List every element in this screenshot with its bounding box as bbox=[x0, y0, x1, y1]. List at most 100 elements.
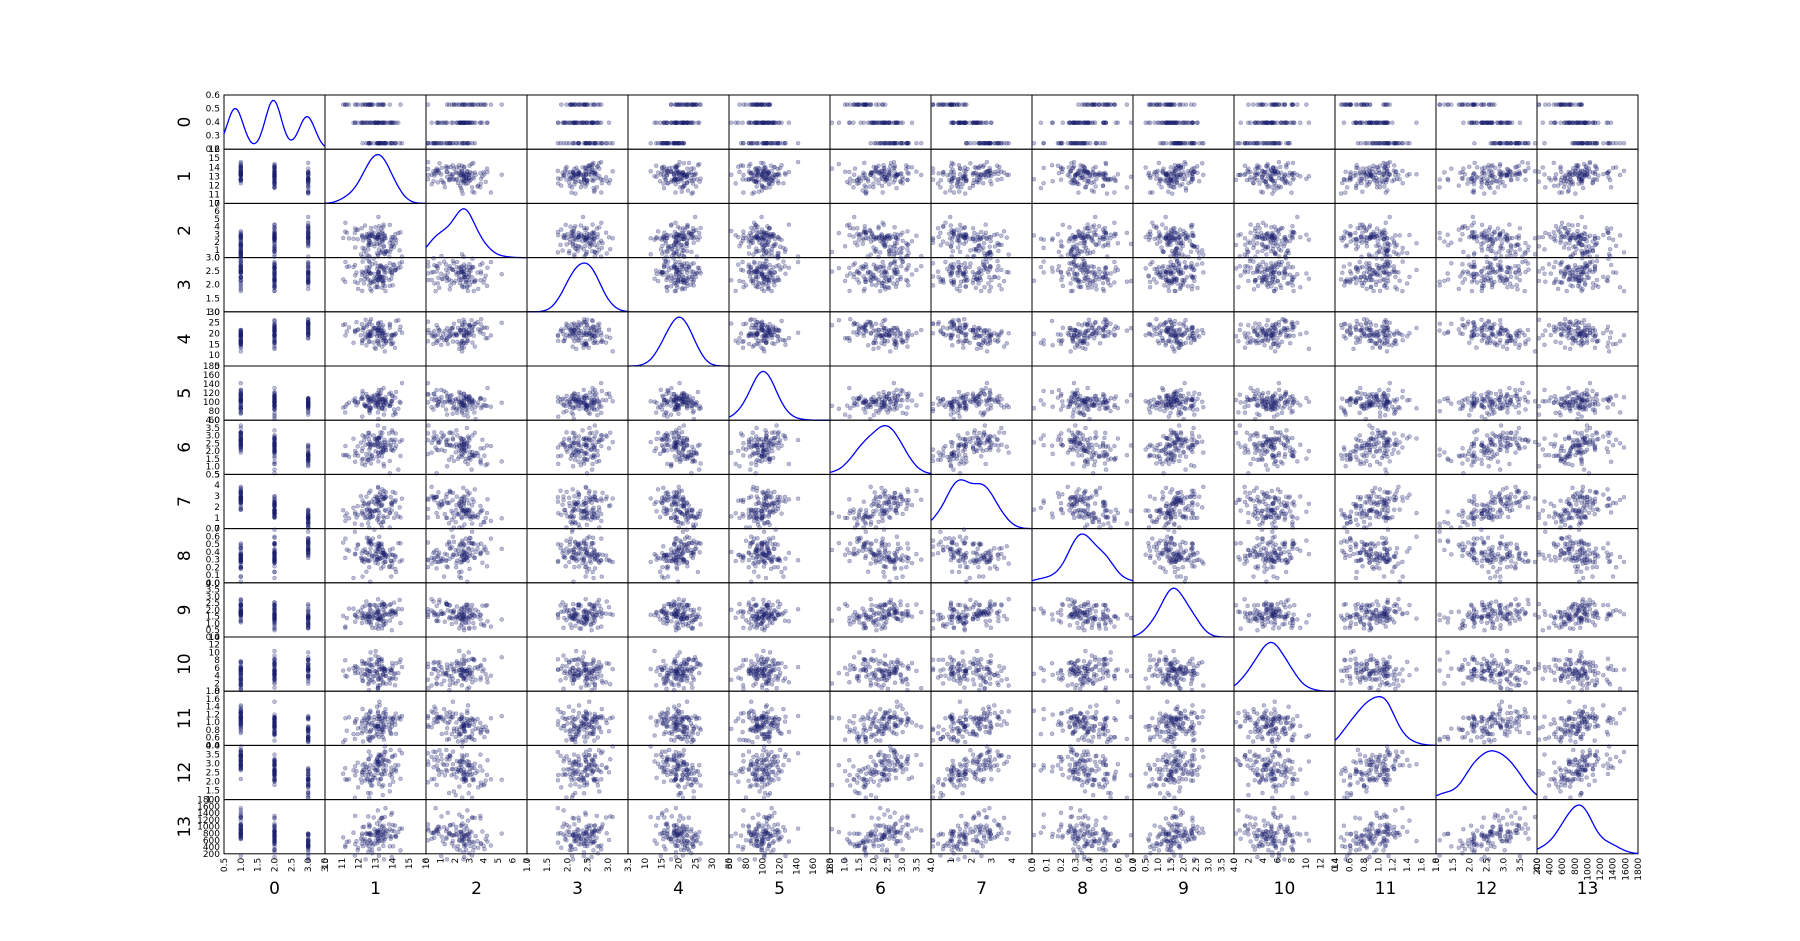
data-point bbox=[1537, 170, 1541, 174]
data-point bbox=[767, 238, 771, 242]
data-point bbox=[861, 242, 865, 246]
data-point bbox=[556, 141, 560, 145]
data-point bbox=[605, 141, 609, 145]
data-point bbox=[1276, 244, 1280, 248]
data-point bbox=[437, 171, 441, 175]
data-point bbox=[1189, 224, 1193, 228]
data-point bbox=[937, 103, 941, 107]
data-point bbox=[1472, 253, 1476, 257]
data-point bbox=[887, 237, 891, 241]
data-point bbox=[976, 141, 980, 145]
data-point bbox=[862, 121, 866, 125]
data-point bbox=[1560, 234, 1564, 238]
data-point bbox=[489, 103, 493, 107]
data-point bbox=[1261, 243, 1265, 247]
data-point bbox=[1480, 185, 1484, 189]
data-point bbox=[1583, 249, 1587, 253]
data-point bbox=[1480, 246, 1484, 250]
data-point bbox=[938, 185, 942, 189]
data-point bbox=[1061, 223, 1065, 227]
data-point bbox=[306, 265, 310, 269]
cell-frame-2-6 bbox=[830, 203, 931, 257]
data-point bbox=[370, 262, 374, 266]
data-point bbox=[1388, 160, 1392, 164]
data-point bbox=[962, 103, 966, 107]
data-point bbox=[1349, 172, 1353, 176]
data-point bbox=[1164, 173, 1168, 177]
data-point bbox=[943, 191, 947, 195]
data-point bbox=[556, 250, 560, 254]
data-point bbox=[239, 289, 243, 293]
data-point bbox=[1506, 121, 1510, 125]
data-point bbox=[1500, 241, 1504, 245]
data-point bbox=[1593, 170, 1597, 174]
data-point bbox=[1201, 253, 1205, 257]
data-point bbox=[447, 178, 451, 182]
data-point bbox=[306, 161, 310, 165]
data-point bbox=[1442, 103, 1446, 107]
data-point bbox=[343, 103, 347, 107]
data-point bbox=[767, 234, 771, 238]
data-point bbox=[768, 185, 772, 189]
data-point bbox=[1559, 241, 1563, 245]
data-point bbox=[435, 167, 439, 171]
data-point bbox=[1103, 177, 1107, 181]
data-point bbox=[1246, 240, 1250, 244]
data-point bbox=[1164, 226, 1168, 230]
data-point bbox=[689, 121, 693, 125]
data-point bbox=[1175, 247, 1179, 251]
data-point bbox=[273, 239, 277, 243]
data-point bbox=[599, 103, 603, 107]
data-point bbox=[1471, 215, 1475, 219]
scatter-points-0-7 bbox=[931, 103, 1011, 146]
data-point bbox=[996, 241, 1000, 245]
data-point bbox=[1554, 239, 1558, 243]
scatter-points-1-2 bbox=[426, 160, 504, 196]
data-point bbox=[1201, 173, 1205, 177]
data-point bbox=[564, 121, 568, 125]
data-point bbox=[1188, 239, 1192, 243]
data-point bbox=[1304, 177, 1308, 181]
data-point bbox=[1264, 141, 1268, 145]
data-point bbox=[1562, 246, 1566, 250]
data-point bbox=[1074, 173, 1078, 177]
data-point bbox=[1501, 121, 1505, 125]
data-point bbox=[676, 141, 680, 145]
data-point bbox=[971, 226, 975, 230]
data-point bbox=[883, 235, 887, 239]
data-point bbox=[599, 160, 603, 164]
data-point bbox=[1251, 238, 1255, 242]
data-point bbox=[356, 228, 360, 232]
data-point bbox=[356, 237, 360, 241]
data-point bbox=[1547, 176, 1551, 180]
data-point bbox=[353, 280, 357, 284]
data-point bbox=[388, 284, 392, 288]
data-point bbox=[756, 225, 760, 229]
data-point bbox=[1104, 161, 1108, 165]
data-point bbox=[568, 121, 572, 125]
data-point bbox=[887, 249, 891, 253]
data-point bbox=[901, 239, 905, 243]
data-point bbox=[1368, 235, 1372, 239]
cell-frame-2-13 bbox=[1537, 203, 1638, 257]
data-point bbox=[1595, 241, 1599, 245]
data-point bbox=[583, 244, 587, 248]
data-point bbox=[595, 121, 599, 125]
data-point bbox=[582, 233, 586, 237]
data-point bbox=[1343, 230, 1347, 234]
data-point bbox=[1292, 121, 1296, 125]
data-point bbox=[379, 141, 383, 145]
data-point bbox=[1593, 121, 1597, 125]
data-point bbox=[1606, 231, 1610, 235]
data-point bbox=[1150, 103, 1154, 107]
scatter-points-1-13 bbox=[1537, 160, 1626, 196]
data-point bbox=[1577, 141, 1581, 145]
data-point bbox=[1513, 165, 1517, 169]
data-point bbox=[1042, 141, 1046, 145]
data-point bbox=[1593, 234, 1597, 238]
data-point bbox=[905, 178, 909, 182]
data-point bbox=[1475, 176, 1479, 180]
data-point bbox=[564, 167, 568, 171]
data-point bbox=[1042, 246, 1046, 250]
scatter-points-2-12 bbox=[1438, 215, 1537, 259]
